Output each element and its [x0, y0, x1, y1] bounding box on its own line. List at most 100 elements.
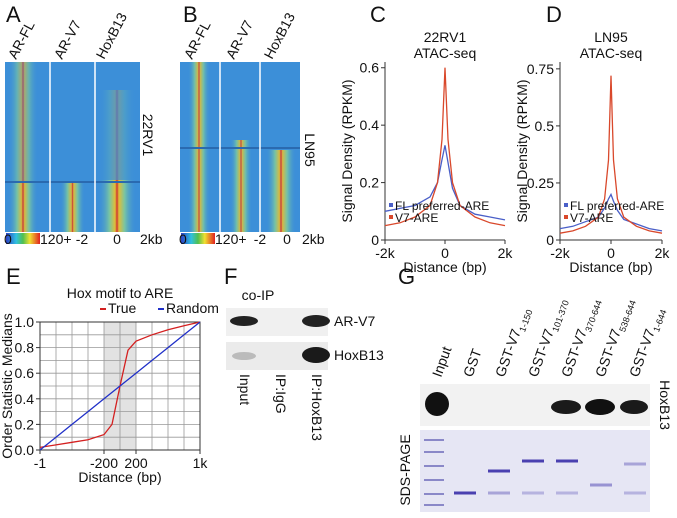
distance-label: 2kb	[302, 231, 325, 247]
y-tick-label: 0.0	[15, 442, 35, 458]
panel-label: C	[370, 2, 386, 27]
heatmap	[5, 62, 140, 244]
distance-label: -2	[254, 231, 267, 247]
lane-range: 1-644	[651, 308, 668, 333]
cell-line: LN95	[302, 133, 318, 167]
x-tick-label: 1k	[193, 455, 209, 471]
distance-label: -2	[76, 231, 89, 247]
panel-label: A	[6, 2, 21, 27]
y-tick-label: 0.2	[15, 416, 35, 432]
x-tick-label: -200	[90, 455, 118, 471]
y-axis-label: Signal Density (RPKM)	[514, 79, 530, 222]
lane-name: GST-V7	[592, 327, 624, 379]
lane-name: GST-V7	[558, 327, 590, 379]
lane-range: 101-370	[550, 299, 571, 333]
lane-range: 1-150	[517, 308, 534, 333]
y-axis-label: Signal Density (RPKM)	[339, 79, 355, 222]
series-line	[559, 75, 663, 234]
x-tick-label: 0	[607, 245, 615, 261]
coip-title: co-IP	[242, 287, 275, 303]
distance-label: 2kb	[140, 231, 163, 247]
lane-name: GST	[460, 346, 485, 379]
lane-label: Input	[429, 344, 455, 379]
y-tick-label: 0.8	[15, 340, 35, 356]
gel-label: SDS-PAGE	[397, 434, 413, 505]
chart-subtitle: ATAC-seq	[414, 45, 477, 61]
legend-label: Random	[166, 300, 219, 316]
series-line	[384, 67, 506, 227]
lane-name: GST-V7	[626, 327, 658, 379]
western-blot	[420, 384, 650, 426]
y-tick-label: 0	[546, 232, 554, 248]
lane-label: IP:HoxB13	[309, 374, 325, 441]
scale-label: 120+	[40, 231, 72, 247]
x-axis-label: Distance (bp)	[78, 469, 161, 485]
chart-title: LN95	[594, 29, 628, 45]
distance-label: 0	[283, 231, 291, 247]
chart-subtitle: ATAC-seq	[580, 45, 643, 61]
legend-marker	[389, 203, 393, 207]
scale-label: 120+	[215, 231, 247, 247]
y-tick-label: 0.5	[535, 118, 555, 134]
x-tick-label: 0	[441, 245, 449, 261]
x-axis-label: Distance (bp)	[569, 259, 652, 275]
western-blot	[226, 308, 330, 370]
column-label: HoxB13	[261, 10, 299, 62]
y-tick-label: 0.6	[15, 365, 35, 381]
series-line	[559, 192, 663, 232]
chart-title: Hox motif to ARE	[67, 285, 174, 301]
sds-gel	[420, 430, 650, 512]
series-line	[384, 145, 506, 221]
blot-label: HoxB13	[657, 380, 673, 430]
series-line	[39, 321, 201, 451]
legend-label: True	[108, 300, 136, 316]
y-axis-label: Order Statistic Medians	[0, 313, 15, 459]
y-tick-label: 1.0	[15, 314, 35, 330]
lane-label: IP:IgG	[273, 374, 289, 414]
cell-line: 22RV1	[140, 114, 156, 157]
scale-label: 0	[179, 231, 187, 247]
heatmap	[180, 62, 300, 244]
y-tick-label: 0.6	[360, 60, 380, 76]
lane-name: Input	[429, 344, 455, 379]
lane-labels: Input GST GST-V71-150GST-V7101-370GST-V737…	[429, 299, 669, 379]
legend-marker	[564, 215, 568, 219]
y-tick-label: 0.2	[360, 175, 380, 191]
x-tick-label: 2k	[498, 245, 514, 261]
panel-label: G	[398, 264, 415, 289]
column-label: AR-V7	[223, 17, 257, 61]
scale-label: 0	[4, 231, 12, 247]
legend-label: FL preferred-ARE	[395, 199, 489, 213]
lane-range: 538-644	[617, 299, 638, 333]
lane-label: Input	[237, 374, 253, 405]
panel-label: E	[6, 264, 21, 289]
y-tick-label: 0.4	[360, 117, 380, 133]
legend-marker	[564, 203, 568, 207]
panel-label: D	[546, 2, 562, 27]
x-tick-label: -2k	[550, 245, 570, 261]
column-label: HoxB13	[93, 10, 131, 62]
x-axis-label: Distance (bp)	[403, 259, 486, 275]
column-label: AR-V7	[51, 17, 85, 61]
lane-range: 370-644	[583, 299, 604, 333]
row-label: HoxB13	[334, 347, 384, 363]
lane-name: GST-V7	[525, 327, 557, 379]
distance-label: 0	[113, 231, 121, 247]
legend-label: FL preferred-ARE	[570, 199, 664, 213]
chart-title: 22RV1	[424, 29, 467, 45]
x-tick-label: 2k	[655, 245, 671, 261]
x-tick-label: -2k	[375, 245, 395, 261]
y-tick-label: 0.25	[527, 175, 554, 191]
lane-label: GST	[460, 346, 485, 379]
legend-label: V7-ARE	[395, 211, 438, 225]
y-tick-label: 0.4	[15, 391, 35, 407]
x-tick-label: 200	[124, 455, 148, 471]
panel-label: F	[224, 264, 237, 289]
legend-label: V7-ARE	[570, 211, 613, 225]
y-tick-label: 0	[371, 232, 379, 248]
legend-marker	[389, 215, 393, 219]
y-tick-label: 0.75	[527, 61, 554, 77]
row-label: AR-V7	[334, 313, 375, 329]
x-tick-label: -1	[34, 455, 47, 471]
